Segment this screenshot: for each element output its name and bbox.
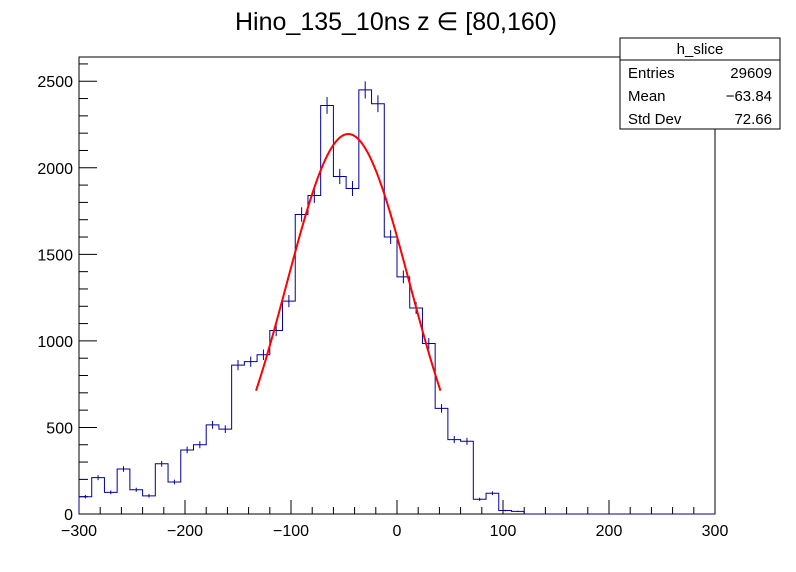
x-tick-label: 300 xyxy=(702,523,729,540)
y-tick-label: 1000 xyxy=(37,334,73,351)
x-tick-label: −200 xyxy=(167,523,203,540)
stats-box-border xyxy=(619,37,781,130)
x-tick-label: −100 xyxy=(273,523,309,540)
stats-stddev-value: 72.66 xyxy=(734,111,772,128)
axes: −300 −200 −100 0 100 200 300 0 500 1000 1500 2000 25… xyxy=(37,63,729,540)
x-tick-label: 0 xyxy=(393,523,402,540)
y-tick-label: 0 xyxy=(64,507,73,524)
fit-curve xyxy=(255,133,442,391)
y-tick-label: 2500 xyxy=(37,74,73,91)
stats-stddev-label: Std Dev xyxy=(628,111,682,128)
x-tick-label: −300 xyxy=(61,523,97,540)
x-tick-label: 100 xyxy=(490,523,517,540)
x-tick-label: 200 xyxy=(596,523,623,540)
y-tick-label: 2000 xyxy=(37,161,73,178)
stats-entries-label: Entries xyxy=(628,65,675,82)
stats-box: h_slice Entries 29609 Mean −63.84 Std De… xyxy=(619,37,781,130)
histogram-series xyxy=(78,81,715,515)
y-tick-label: 1500 xyxy=(37,247,73,264)
stats-mean-value: −63.84 xyxy=(726,88,772,105)
histogram-step-line xyxy=(78,89,715,515)
stats-title: h_slice xyxy=(677,41,724,58)
y-tick-label: 500 xyxy=(46,420,73,437)
chart-title: Hino_135_10ns z ∈ [80,160) xyxy=(235,8,557,36)
stats-entries-value: 29609 xyxy=(730,65,772,82)
gaussian-fit xyxy=(255,133,442,391)
stats-mean-label: Mean xyxy=(628,88,666,105)
